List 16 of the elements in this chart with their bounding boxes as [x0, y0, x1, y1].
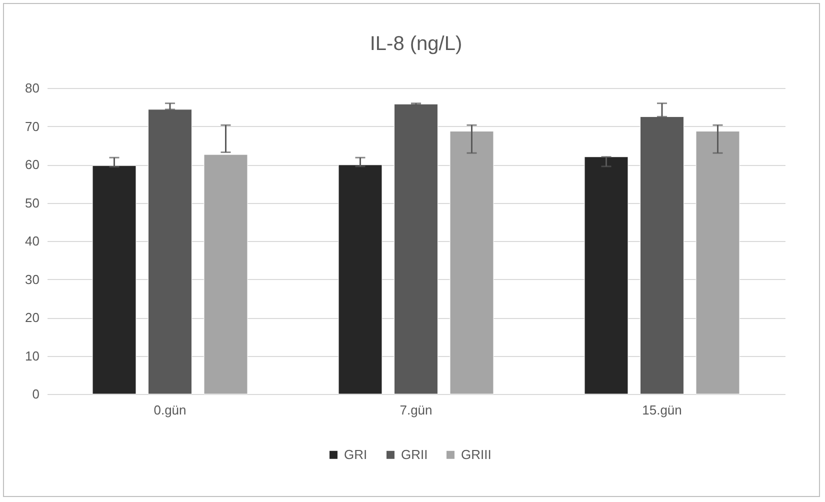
y-tick-label: 30: [25, 272, 40, 287]
legend-label: GRIII: [461, 446, 492, 462]
y-tick-label: 20: [25, 310, 40, 325]
x-tick-label: 7.gün: [400, 402, 432, 418]
legend-label: GRII: [401, 446, 428, 462]
y-tick-label: 50: [25, 195, 40, 210]
x-tick-label: 0.gün: [154, 402, 186, 418]
y-tick-label: 10: [25, 348, 40, 364]
y-tick-label: 80: [25, 80, 40, 96]
chart-title: IL-8 (ng/L): [370, 33, 462, 55]
y-tick-label: 40: [25, 234, 40, 248]
y-tick-label: 0: [32, 386, 40, 402]
x-tick-label: 15.gün: [642, 402, 682, 418]
y-tick-label: 60: [25, 157, 40, 172]
legend-label: GRI: [344, 446, 368, 462]
y-tick-label: 70: [25, 118, 40, 134]
